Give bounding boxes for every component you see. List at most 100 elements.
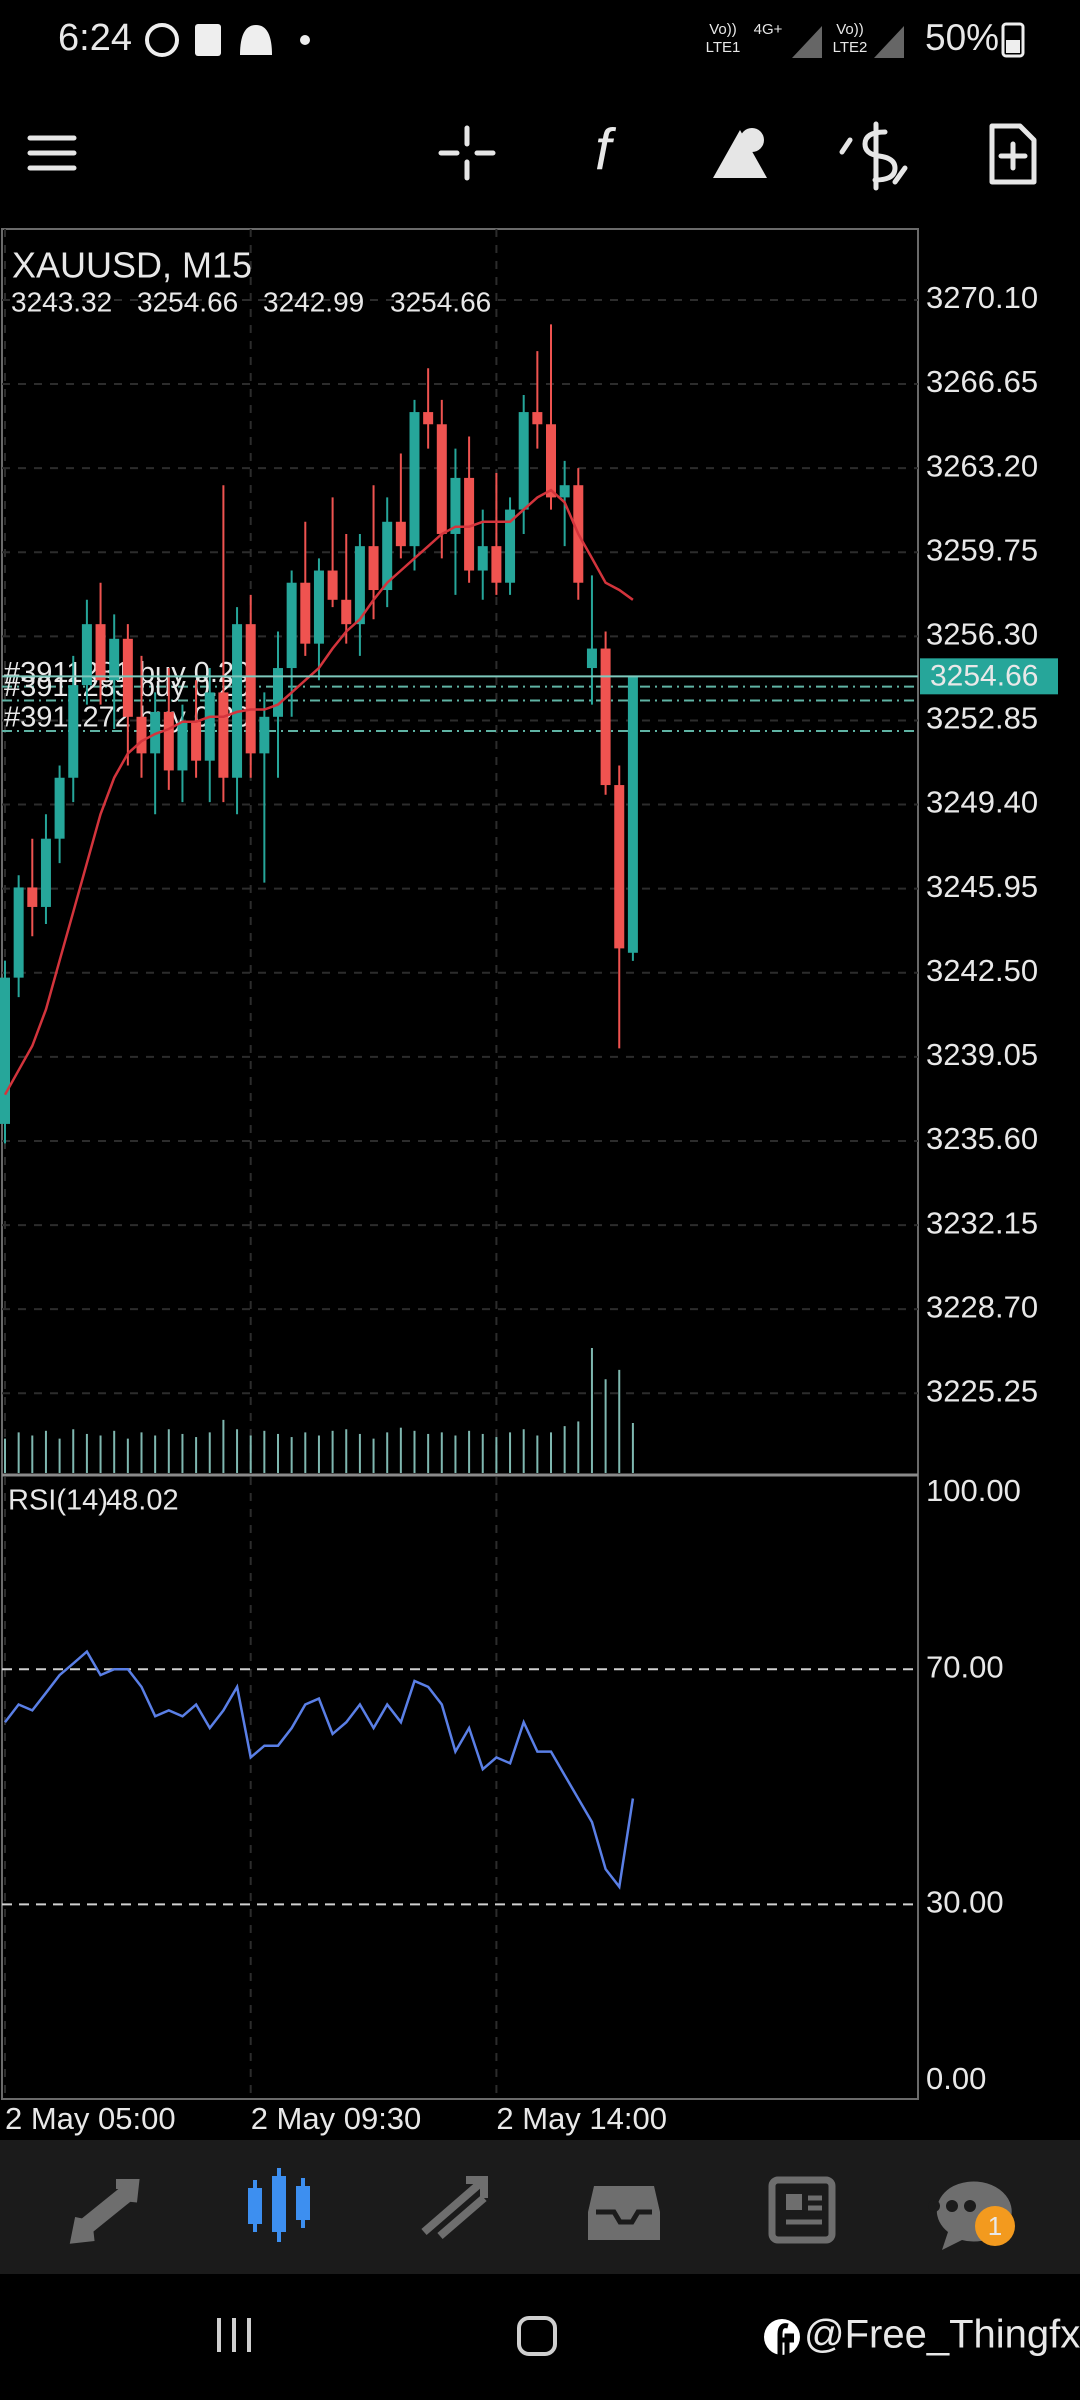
y-tick-label: 3249.40 [926,785,1038,820]
candle-body [354,546,365,625]
x-tick-label: 2 May 14:00 [496,2101,667,2136]
candle-body [122,638,133,717]
candle-body [423,412,434,425]
y-tick-label: 3228.70 [926,1289,1038,1324]
y-tick-label: 3270.10 [926,280,1038,315]
current-price-label: 3254.66 [930,659,1038,692]
candle-body [0,977,10,1124]
candle-body [505,509,516,583]
sim2-label: Vo)) [836,21,864,38]
current-price-box [920,658,1058,695]
trade-button[interactable] [839,121,908,191]
moving-average [3,488,634,1096]
battery-level: 50% [925,17,999,58]
candle-body [40,838,51,907]
objects-button[interactable] [713,128,767,178]
rsi-tick-label: 100.00 [926,1473,1021,1508]
battery-fill [1006,40,1020,53]
candle-body [409,412,420,547]
candle-body [177,721,188,771]
candle-body [136,716,147,754]
system-home[interactable] [517,2316,557,2356]
candle-body [163,711,174,771]
signal-2 [874,26,904,58]
candle-body [546,424,556,498]
sim1-label: Vo)) [709,21,737,38]
candle-body [627,676,638,953]
chart-layer: 3270.10 3266.65 3263.20 3259.75 3256.30 3252.… [0,229,1058,2136]
rsi-value: 48.02 [106,1485,179,1517]
candle-body [13,887,24,978]
candle-body [245,624,256,754]
candle-body [491,546,502,583]
y-tick-label: 3242.50 [926,953,1038,988]
y-tick-label: 3259.75 [926,532,1038,567]
signal-1 [792,26,822,58]
candle-body [54,777,65,839]
candle-body [436,424,447,534]
candle-body [464,477,475,571]
candle-body [109,638,120,681]
system-recents[interactable] [217,2318,251,2352]
y-tick-label: 3235.60 [926,1121,1038,1156]
candle-body [286,582,297,669]
candle-body [518,412,529,510]
candle-body [477,546,488,571]
ohlc-low: 3242.99 [263,286,364,317]
y-tick-label: 3263.20 [926,448,1038,483]
watermark-icon [764,2319,800,2356]
candle-body [27,887,38,907]
menu-button[interactable] [27,135,77,171]
nav-quotes[interactable] [69,2179,140,2244]
nav-history[interactable] [588,2186,660,2240]
candle-body [68,685,79,778]
candle-body [259,716,270,754]
candle-body [341,599,352,625]
y-tick-label: 3256.30 [926,617,1038,652]
nav-trade[interactable] [421,2176,488,2240]
candle-body [532,412,543,425]
y-tick-label: 3232.15 [926,1205,1038,1240]
chart-frame [1,228,919,2100]
crosshair-button[interactable] [438,125,496,181]
ohlc-open: 3243.32 [11,286,112,317]
candle-body [191,721,202,761]
candle-body [614,785,625,949]
ohlc-readout: 3243.32 3254.66 3242.99 3254.66 [11,286,491,317]
rsi-label: RSI(14) [8,1485,108,1517]
candle-body [450,477,461,534]
status-time: 6:24 [58,17,132,59]
ohlc-close: 3254.66 [390,286,491,317]
ohlc-high: 3254.66 [137,286,238,317]
x-tick-label: 2 May 05:00 [5,2101,176,2136]
candle-body [273,668,283,717]
candle-body [300,582,311,644]
sim2-type: LTE2 [833,39,868,56]
candle-body [382,521,393,591]
new-order-button[interactable] [989,123,1037,185]
nav-news[interactable] [768,2176,836,2244]
candle-body [218,692,229,778]
network-type: 4G+ [754,21,783,38]
sim1-type: LTE1 [706,39,741,56]
x-tick-label: 2 May 09:30 [251,2101,422,2136]
y-tick-label: 3245.95 [926,869,1038,904]
candle-body [559,485,570,498]
candle-body [600,648,611,786]
nav-chart[interactable] [248,2168,310,2242]
symbol-title: XAUUSD, M15 [12,245,252,286]
watermark: @Free_Thingfx [804,2313,1080,2357]
candle-body [395,521,406,547]
y-tick-label: 3239.05 [926,1037,1038,1072]
candle-body [232,624,243,778]
status-icons [145,23,310,57]
candle-body [95,624,106,681]
y-tick-label: 3252.85 [926,701,1038,736]
y-tick-label: 3266.65 [926,364,1038,399]
candle-body [368,546,379,591]
rsi-tick-label: 0.00 [926,2061,986,2096]
rsi-tick-label: 70.00 [926,1649,1004,1684]
battery-icon [1001,22,1025,58]
